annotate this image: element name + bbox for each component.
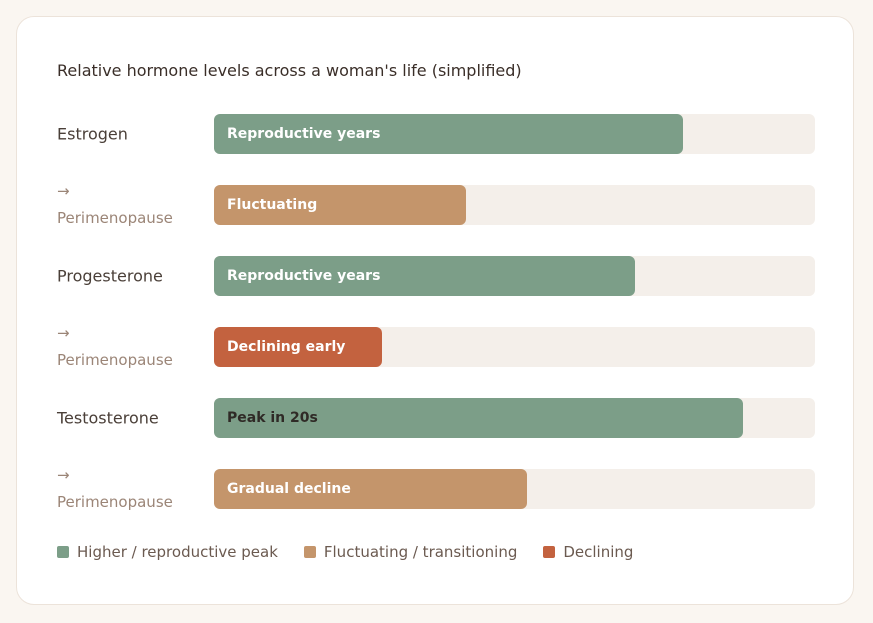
legend-item: Declining	[543, 543, 633, 561]
bar-track: Reproductive years	[214, 114, 815, 154]
bar-row: → Perimenopause Declining early	[57, 324, 817, 369]
category-label: → Perimenopause	[57, 182, 173, 227]
bar: Gradual decline	[214, 469, 527, 509]
category-label: → Perimenopause	[57, 466, 173, 511]
legend-swatch	[303, 546, 316, 558]
bar-row: Progesterone Reproductive years	[57, 256, 817, 296]
card: Relative hormone levels across a woman's…	[16, 16, 854, 605]
category-label: Estrogen	[57, 124, 128, 144]
category-label: Progesterone	[57, 266, 163, 286]
bar-row: Estrogen Reproductive years	[57, 114, 817, 154]
bar-track: Gradual decline	[214, 469, 815, 509]
bar-track: Fluctuating	[214, 185, 815, 225]
bar-track: Reproductive years	[214, 256, 815, 296]
category-label: Testosterone	[57, 408, 159, 428]
legend: Higher / reproductive peak Fluctuating / …	[57, 543, 633, 561]
category-label: → Perimenopause	[57, 324, 173, 369]
bar-label: Fluctuating	[227, 197, 318, 213]
bar-track: Peak in 20s	[214, 398, 815, 438]
bar-label: Declining early	[227, 339, 346, 355]
legend-item: Fluctuating / transitioning	[303, 543, 518, 561]
legend-label: Declining	[563, 543, 634, 561]
legend-swatch	[543, 546, 556, 558]
bar-label: Reproductive years	[227, 126, 381, 142]
legend-label: Higher / reproductive peak	[77, 543, 278, 561]
chart-title: Relative hormone levels across a woman's…	[57, 61, 522, 80]
bar: Peak in 20s	[214, 398, 743, 438]
legend-label: Fluctuating / transitioning	[323, 543, 518, 561]
bar-label: Reproductive years	[227, 268, 381, 284]
bar-label: Peak in 20s	[227, 410, 318, 426]
legend-item: Higher / reproductive peak	[57, 543, 278, 561]
legend-swatch	[57, 546, 69, 558]
bar: Reproductive years	[214, 256, 635, 296]
bar-row: → Perimenopause Gradual decline	[57, 466, 817, 511]
bar-label: Gradual decline	[227, 481, 351, 497]
bar-row: → Perimenopause Fluctuating	[57, 182, 817, 227]
bar: Declining early	[214, 327, 383, 367]
bar: Fluctuating	[214, 185, 467, 225]
bar-row: Testosterone Peak in 20s	[57, 398, 817, 438]
bar-track: Declining early	[214, 327, 815, 367]
bar: Reproductive years	[214, 114, 683, 154]
